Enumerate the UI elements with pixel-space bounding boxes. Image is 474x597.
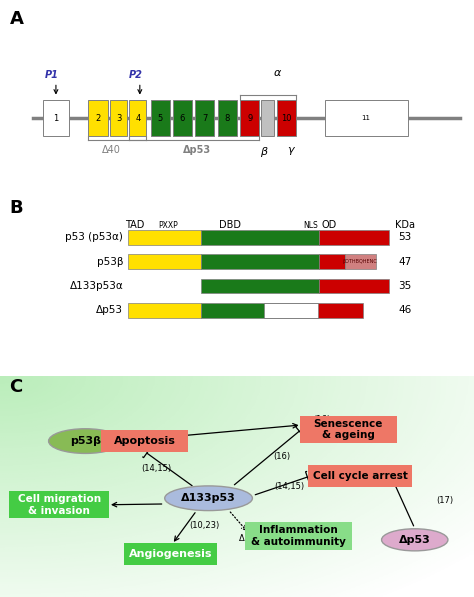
Text: OD: OD: [322, 220, 337, 230]
Text: Δ133p53: Δ133p53: [181, 493, 236, 503]
FancyBboxPatch shape: [100, 430, 188, 452]
Text: p53 (p53α): p53 (p53α): [65, 232, 123, 242]
Text: Inflammation
& autoimmunity: Inflammation & autoimmunity: [251, 525, 346, 547]
Text: βOTHBQHENC: βOTHBQHENC: [343, 259, 378, 264]
Text: $\beta$: $\beta$: [260, 146, 268, 159]
Text: B: B: [9, 199, 23, 217]
Bar: [319, 279, 389, 293]
Text: (14,15): (14,15): [274, 482, 304, 491]
Text: 4: 4: [135, 113, 141, 123]
Bar: [129, 100, 146, 136]
Bar: [201, 230, 319, 245]
Text: 7: 7: [202, 113, 208, 123]
Bar: [319, 254, 345, 269]
Bar: [128, 254, 201, 269]
Text: Cell cycle arrest: Cell cycle arrest: [313, 471, 408, 481]
Text: p53β: p53β: [70, 436, 101, 446]
Text: 35: 35: [398, 281, 411, 291]
Bar: [345, 254, 376, 269]
FancyBboxPatch shape: [9, 491, 109, 518]
Text: (17): (17): [436, 497, 453, 506]
Ellipse shape: [165, 486, 252, 510]
Bar: [201, 254, 319, 269]
Bar: [151, 100, 170, 136]
Text: C: C: [9, 378, 23, 396]
Bar: [128, 303, 201, 318]
Bar: [110, 100, 127, 136]
Text: 2: 2: [95, 113, 100, 123]
Bar: [173, 100, 192, 136]
Bar: [128, 230, 201, 245]
Text: 5: 5: [157, 113, 163, 123]
Text: $\gamma$: $\gamma$: [287, 146, 296, 158]
Bar: [261, 100, 274, 136]
Text: 1: 1: [53, 113, 58, 123]
Text: Δ40: Δ40: [102, 146, 121, 155]
Bar: [201, 303, 264, 318]
Text: 3: 3: [116, 113, 121, 123]
FancyBboxPatch shape: [308, 465, 412, 487]
Bar: [240, 100, 259, 136]
Text: Δ133p53α: Δ133p53α: [70, 281, 123, 291]
Bar: [319, 230, 389, 245]
Text: Δ(13): Δ(13): [62, 441, 85, 450]
Text: 6: 6: [180, 113, 185, 123]
Bar: [201, 279, 319, 293]
Text: Δp53: Δp53: [399, 535, 430, 545]
Text: (16): (16): [273, 453, 291, 461]
Text: Angiogenesis: Angiogenesis: [129, 549, 212, 559]
Text: 47: 47: [398, 257, 411, 267]
Text: p53β: p53β: [97, 257, 123, 267]
Text: KDa: KDa: [395, 220, 415, 230]
Bar: [88, 100, 108, 136]
Bar: [277, 100, 296, 136]
Text: (14,15): (14,15): [141, 464, 172, 473]
FancyBboxPatch shape: [300, 416, 397, 443]
Text: $\alpha$: $\alpha$: [273, 69, 282, 78]
Bar: [325, 100, 408, 136]
Text: Cell migration
& invasion: Cell migration & invasion: [18, 494, 101, 516]
Text: 46: 46: [398, 305, 411, 315]
Ellipse shape: [382, 529, 448, 551]
Text: Δp53: Δp53: [96, 305, 123, 315]
Text: 10: 10: [281, 113, 292, 123]
Text: Δp53: Δp53: [182, 146, 211, 155]
Text: 9: 9: [247, 113, 253, 123]
Text: Δ (10,22): Δ (10,22): [239, 534, 278, 543]
Ellipse shape: [48, 429, 122, 454]
Text: (10,23): (10,23): [190, 521, 220, 530]
Text: 8: 8: [224, 113, 230, 123]
Text: NLS: NLS: [303, 221, 318, 230]
Text: 11: 11: [362, 115, 371, 121]
Text: A: A: [9, 10, 23, 28]
Text: (16): (16): [313, 414, 330, 424]
Text: P2: P2: [129, 70, 143, 81]
Text: (10): (10): [70, 508, 87, 517]
Text: 53: 53: [398, 232, 411, 242]
Bar: [195, 100, 214, 136]
Text: Senescence
& ageing: Senescence & ageing: [314, 418, 383, 440]
FancyBboxPatch shape: [246, 522, 352, 550]
Text: Apoptosis: Apoptosis: [114, 436, 175, 446]
Bar: [43, 100, 69, 136]
FancyBboxPatch shape: [124, 543, 217, 565]
Bar: [218, 100, 237, 136]
Text: TAD: TAD: [126, 220, 145, 230]
Bar: [318, 303, 363, 318]
Text: DBD: DBD: [219, 220, 241, 230]
Text: P1: P1: [45, 70, 59, 81]
Text: PXXP: PXXP: [158, 221, 178, 230]
